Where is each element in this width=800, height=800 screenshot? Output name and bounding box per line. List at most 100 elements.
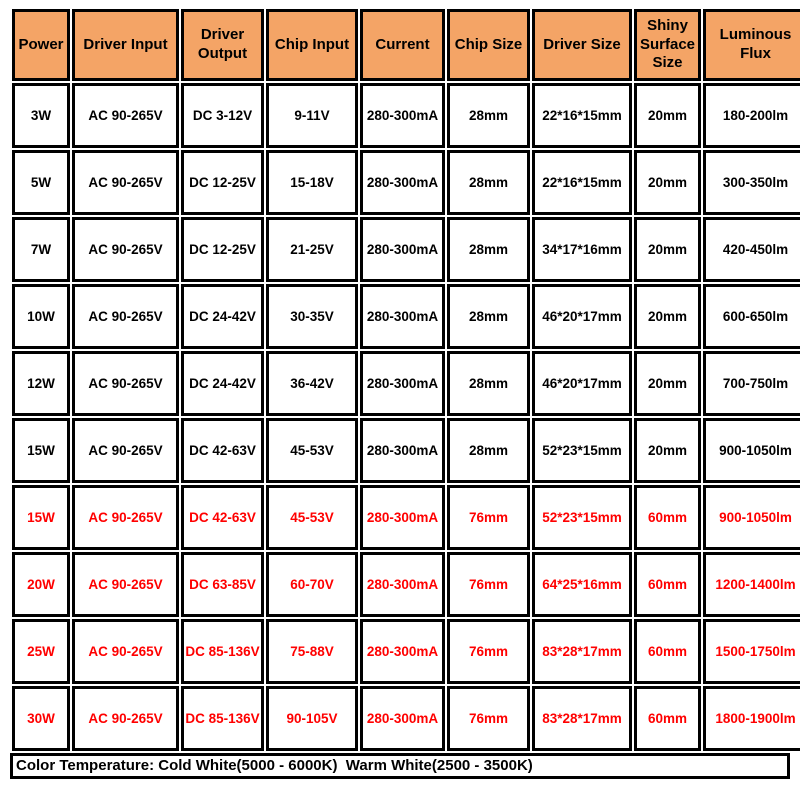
table-cell: 20mm bbox=[634, 217, 701, 282]
table-cell: AC 90-265V bbox=[72, 552, 179, 617]
column-header-power: Power bbox=[12, 9, 70, 81]
table-cell: AC 90-265V bbox=[72, 686, 179, 751]
table-cell: 1800-1900lm bbox=[703, 686, 800, 751]
table-cell: 3W bbox=[12, 83, 70, 148]
table-cell: 46*20*17mm bbox=[532, 351, 632, 416]
table-row: 15W AC 90-265V DC 42-63V 45-53V 280-300mA 28m… bbox=[12, 418, 800, 483]
table-cell: 20W bbox=[12, 552, 70, 617]
table-cell: 9-11V bbox=[266, 83, 358, 148]
table-cell: 280-300mA bbox=[360, 619, 445, 684]
table-cell: AC 90-265V bbox=[72, 619, 179, 684]
table-cell: 25W bbox=[12, 619, 70, 684]
table-cell: 280-300mA bbox=[360, 686, 445, 751]
table-cell: 20mm bbox=[634, 83, 701, 148]
table-cell: 28mm bbox=[447, 418, 530, 483]
table-cell: 1200-1400lm bbox=[703, 552, 800, 617]
table-cell: 60mm bbox=[634, 686, 701, 751]
table-cell: 900-1050lm bbox=[703, 485, 800, 550]
table-cell: DC 42-63V bbox=[181, 418, 264, 483]
table-cell: AC 90-265V bbox=[72, 150, 179, 215]
table-cell: 280-300mA bbox=[360, 485, 445, 550]
table-cell: 21-25V bbox=[266, 217, 358, 282]
table-cell: AC 90-265V bbox=[72, 418, 179, 483]
column-header-luminous-flux: Luminous Flux bbox=[703, 9, 800, 81]
table-cell: 15-18V bbox=[266, 150, 358, 215]
table-cell: 5W bbox=[12, 150, 70, 215]
table-row: 7W AC 90-265V DC 12-25V 21-25V 280-300mA 28mm… bbox=[12, 217, 800, 282]
table-row: 12W AC 90-265V DC 24-42V 36-42V 280-300mA 28m… bbox=[12, 351, 800, 416]
table-cell: 420-450lm bbox=[703, 217, 800, 282]
table-cell: 76mm bbox=[447, 686, 530, 751]
table-cell: AC 90-265V bbox=[72, 485, 179, 550]
table-cell: 52*23*15mm bbox=[532, 485, 632, 550]
table-cell: AC 90-265V bbox=[72, 217, 179, 282]
table-cell: 15W bbox=[12, 418, 70, 483]
table-cell: 28mm bbox=[447, 83, 530, 148]
table-cell: 10W bbox=[12, 284, 70, 349]
table-cell: 90-105V bbox=[266, 686, 358, 751]
table-cell: 280-300mA bbox=[360, 83, 445, 148]
table-cell: 280-300mA bbox=[360, 150, 445, 215]
column-header-driver-size: Driver Size bbox=[532, 9, 632, 81]
table-cell: 7W bbox=[12, 217, 70, 282]
table-cell: DC 24-42V bbox=[181, 284, 264, 349]
table-cell: DC 42-63V bbox=[181, 485, 264, 550]
table-cell: 28mm bbox=[447, 150, 530, 215]
table-cell: 22*16*15mm bbox=[532, 83, 632, 148]
table-row: 25W AC 90-265V DC 85-136V 75-88V 280-300mA 76… bbox=[12, 619, 800, 684]
table-cell: 600-650lm bbox=[703, 284, 800, 349]
table-cell: 46*20*17mm bbox=[532, 284, 632, 349]
table-cell: 20mm bbox=[634, 418, 701, 483]
table-cell: DC 3-12V bbox=[181, 83, 264, 148]
table-cell: 180-200lm bbox=[703, 83, 800, 148]
led-driver-spec-table: Power Driver Input Driver Output Chip In… bbox=[10, 7, 800, 753]
table-header: Power Driver Input Driver Output Chip In… bbox=[12, 9, 800, 81]
column-header-chip-input: Chip Input bbox=[266, 9, 358, 81]
table-cell: 45-53V bbox=[266, 485, 358, 550]
table-cell: 280-300mA bbox=[360, 552, 445, 617]
table-cell: AC 90-265V bbox=[72, 83, 179, 148]
table-cell: DC 85-136V bbox=[181, 686, 264, 751]
table-cell: 76mm bbox=[447, 619, 530, 684]
table-cell: 20mm bbox=[634, 351, 701, 416]
table-body: 3W AC 90-265V DC 3-12V 9-11V 280-300mA 28mm 22… bbox=[12, 83, 800, 751]
table-cell: 60mm bbox=[634, 619, 701, 684]
table-cell: 36-42V bbox=[266, 351, 358, 416]
table-row: 10W AC 90-265V DC 24-42V 30-35V 280-300mA 28m… bbox=[12, 284, 800, 349]
table-cell: 1500-1750lm bbox=[703, 619, 800, 684]
table-row: 20W AC 90-265V DC 63-85V 60-70V 280-300mA 76m… bbox=[12, 552, 800, 617]
table-row: 15W AC 90-265V DC 42-63V 45-53V 280-300mA 76m… bbox=[12, 485, 800, 550]
table-cell: DC 85-136V bbox=[181, 619, 264, 684]
table-cell: DC 12-25V bbox=[181, 150, 264, 215]
table-cell: 30-35V bbox=[266, 284, 358, 349]
table-cell: 30W bbox=[12, 686, 70, 751]
table-cell: 12W bbox=[12, 351, 70, 416]
table-cell: DC 24-42V bbox=[181, 351, 264, 416]
table-cell: 280-300mA bbox=[360, 284, 445, 349]
table-cell: DC 63-85V bbox=[181, 552, 264, 617]
table-cell: 76mm bbox=[447, 485, 530, 550]
table-row: 30W AC 90-265V DC 85-136V 90-105V 280-300mA 7… bbox=[12, 686, 800, 751]
table-cell: 60-70V bbox=[266, 552, 358, 617]
table-cell: 76mm bbox=[447, 552, 530, 617]
column-header-current: Current bbox=[360, 9, 445, 81]
header-row: Power Driver Input Driver Output Chip In… bbox=[12, 9, 800, 81]
column-header-driver-output: Driver Output bbox=[181, 9, 264, 81]
table-cell: 28mm bbox=[447, 351, 530, 416]
table-cell: 280-300mA bbox=[360, 217, 445, 282]
table-cell: 900-1050lm bbox=[703, 418, 800, 483]
table-row: 3W AC 90-265V DC 3-12V 9-11V 280-300mA 28mm 22… bbox=[12, 83, 800, 148]
column-header-chip-size: Chip Size bbox=[447, 9, 530, 81]
table-cell: 60mm bbox=[634, 552, 701, 617]
column-header-driver-input: Driver Input bbox=[72, 9, 179, 81]
table-cell: 20mm bbox=[634, 150, 701, 215]
table-cell: 20mm bbox=[634, 284, 701, 349]
table-cell: AC 90-265V bbox=[72, 351, 179, 416]
column-header-shiny-surface-size: Shiny Surface Size bbox=[634, 9, 701, 81]
table-cell: 52*23*15mm bbox=[532, 418, 632, 483]
table-cell: 300-350lm bbox=[703, 150, 800, 215]
table-row: 5W AC 90-265V DC 12-25V 15-18V 280-300mA 28mm… bbox=[12, 150, 800, 215]
table-cell: 45-53V bbox=[266, 418, 358, 483]
table-cell: AC 90-265V bbox=[72, 284, 179, 349]
